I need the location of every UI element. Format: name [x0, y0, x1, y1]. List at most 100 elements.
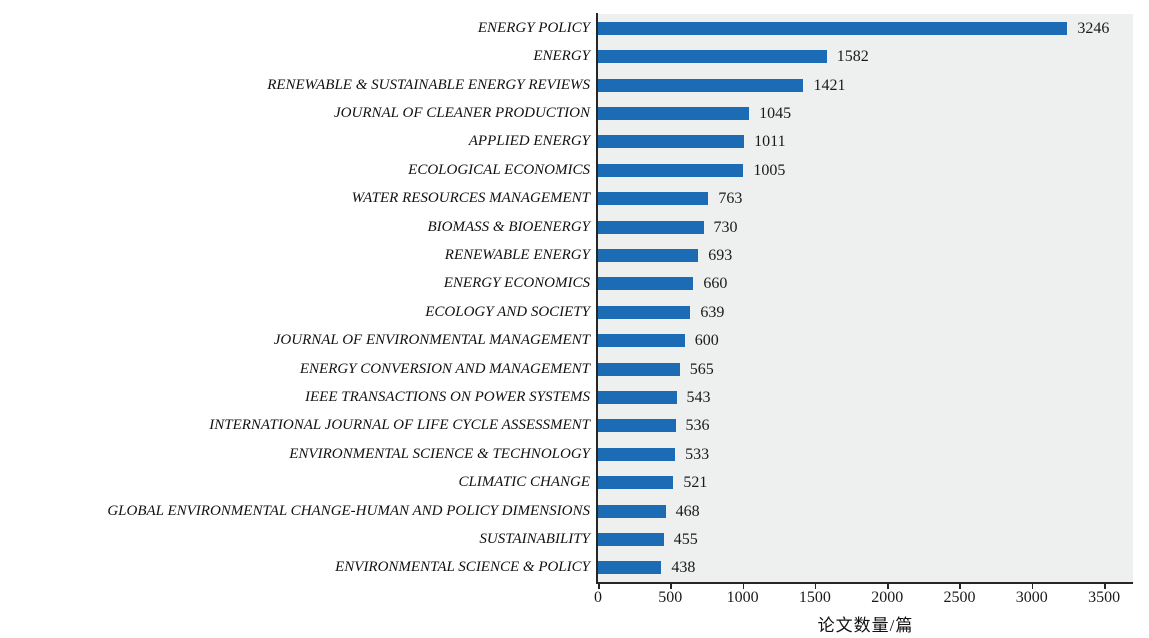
bar	[598, 78, 804, 92]
value-label: 600	[694, 332, 719, 350]
bar-row: 660	[598, 270, 1133, 298]
x-axis-tick-mark	[814, 584, 817, 589]
category-label: WATER RESOURCES MANAGEMENT	[351, 190, 590, 207]
bar-row: 468	[598, 497, 1133, 525]
value-label: 763	[718, 190, 743, 208]
category-label: ENVIRONMENTAL SCIENCE & TECHNOLOGY	[289, 445, 590, 462]
y-axis-category-labels: ENERGY POLICY ENERGY RENEWABLE & SUSTAINAB…	[0, 14, 590, 582]
value-label: 693	[708, 246, 733, 264]
bar	[598, 334, 685, 348]
bar-row: 730	[598, 213, 1133, 241]
bar-row: 455	[598, 525, 1133, 553]
x-axis-tick-label: 3000	[1015, 589, 1048, 606]
x-axis-line	[596, 582, 1133, 584]
category-label: JOURNAL OF ENVIRONMENTAL MANAGEMENT	[273, 332, 590, 349]
bar	[598, 21, 1068, 35]
category-label: CLIMATIC CHANGE	[458, 474, 590, 491]
value-label: 438	[671, 559, 696, 577]
x-axis-title: 论文数量/篇	[817, 616, 914, 635]
category-label: ENERGY POLICY	[477, 19, 590, 36]
value-label: 536	[685, 417, 710, 435]
bar-row: 521	[598, 469, 1133, 497]
bar-row: 536	[598, 412, 1133, 440]
value-label: 1005	[753, 161, 786, 179]
x-axis-tick-label: 2500	[943, 589, 976, 606]
value-label: 1045	[759, 104, 792, 122]
bar	[598, 362, 680, 376]
bar-row: 3246	[598, 14, 1133, 42]
value-label: 455	[673, 531, 698, 549]
value-label: 565	[689, 360, 714, 378]
bar-row: 565	[598, 355, 1133, 383]
category-label: ENERGY ECONOMICS	[443, 275, 590, 292]
bar	[598, 192, 709, 206]
bar	[598, 447, 676, 461]
value-label: 1011	[754, 133, 786, 151]
bar-row: 600	[598, 326, 1133, 354]
category-label: GLOBAL ENVIRONMENTAL CHANGE-HUMAN AND PO…	[107, 502, 590, 519]
category-label: ENVIRONMENTAL SCIENCE & POLICY	[335, 559, 590, 576]
category-label: IEEE TRANSACTIONS ON POWER SYSTEMS	[305, 388, 590, 405]
category-label: RENEWABLE & SUSTAINABLE ENERGY REVIEWS	[267, 76, 590, 93]
bar	[598, 106, 750, 120]
bar	[598, 533, 664, 547]
bar	[598, 163, 744, 177]
value-label: 1421	[813, 76, 846, 94]
bar-row: 1011	[598, 128, 1133, 156]
bar-series: 3246 1582 1421 1045 1011 1005 763 730 693 660 639 6…	[598, 14, 1133, 582]
x-axis-tick-mark	[670, 584, 672, 589]
plot-area: 3246 1582 1421 1045 1011 1005 763 730 693 660 639 6…	[598, 14, 1133, 582]
bar	[598, 277, 694, 291]
category-label: JOURNAL OF CLEANER PRODUCTION	[334, 104, 590, 121]
bar-row: 533	[598, 440, 1133, 468]
bar	[598, 248, 699, 262]
category-label: SUSTAINABILITY	[479, 531, 590, 548]
x-axis-tick-label: 1000	[726, 589, 759, 606]
bar-row: 1582	[598, 42, 1133, 70]
category-label: ENERGY CONVERSION AND MANAGEMENT	[299, 360, 590, 377]
bar	[598, 561, 662, 575]
x-axis-tick-mark	[1104, 584, 1106, 589]
bar	[598, 504, 666, 518]
x-axis-tick-label: 3500	[1088, 589, 1121, 606]
bar	[598, 135, 745, 149]
value-label: 521	[683, 474, 708, 492]
category-label: ENERGY	[533, 48, 590, 65]
value-label: 1582	[836, 48, 869, 66]
value-label: 3246	[1077, 19, 1110, 37]
bar-row: 639	[598, 298, 1133, 326]
bar	[598, 220, 704, 234]
bar-row: 1005	[598, 156, 1133, 184]
x-axis-tick-label: 500	[658, 589, 683, 606]
category-label: INTERNATIONAL JOURNAL OF LIFE CYCLE ASSE…	[209, 417, 590, 434]
x-axis-tick-label: 0	[594, 589, 602, 606]
value-label: 730	[713, 218, 738, 236]
bar-row: 693	[598, 241, 1133, 269]
value-label: 533	[685, 445, 710, 463]
category-label: ECOLOGICAL ECONOMICS	[408, 161, 590, 178]
bar	[598, 390, 677, 404]
x-axis-tick-mark	[1031, 584, 1034, 589]
x-axis-tick-mark	[887, 584, 889, 589]
bar	[598, 419, 676, 433]
value-label: 660	[703, 275, 728, 293]
category-label: APPLIED ENERGY	[468, 133, 590, 150]
bar-row: 1045	[598, 99, 1133, 127]
bar-row: 543	[598, 383, 1133, 411]
bar-row: 1421	[598, 71, 1133, 99]
category-label: ECOLOGY AND SOCIETY	[425, 303, 590, 320]
category-label: BIOMASS & BIOENERGY	[427, 218, 590, 235]
x-axis-tick-label: 1500	[798, 589, 831, 606]
bar	[598, 305, 691, 319]
category-label: RENEWABLE ENERGY	[444, 246, 590, 263]
value-label: 468	[675, 502, 700, 520]
x-axis-tick-label: 2000	[871, 589, 904, 606]
x-axis-tick-mark	[598, 584, 600, 589]
value-label: 543	[686, 388, 711, 406]
y-axis-line	[596, 13, 598, 583]
value-label: 639	[700, 303, 725, 321]
bar	[598, 50, 827, 64]
bar-row: 763	[598, 184, 1133, 212]
x-axis-tick-mark	[742, 584, 745, 589]
